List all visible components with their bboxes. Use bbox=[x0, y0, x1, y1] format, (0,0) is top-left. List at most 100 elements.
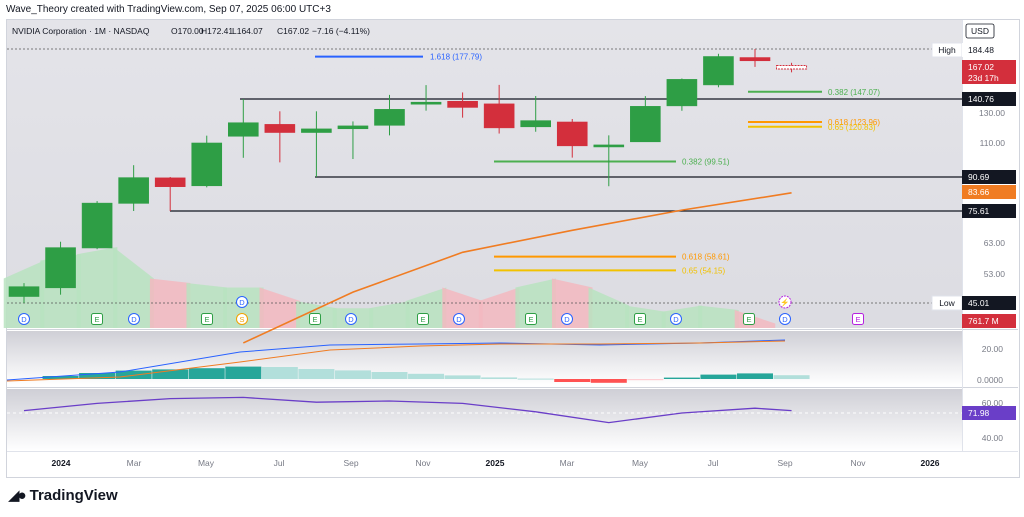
candle-body bbox=[154, 177, 186, 187]
event-marker: D bbox=[236, 296, 248, 308]
earnings-label: E bbox=[855, 315, 860, 324]
tag-box bbox=[962, 185, 1016, 199]
event-marker: D bbox=[453, 313, 465, 325]
ema-series bbox=[242, 192, 792, 344]
candle-body bbox=[593, 144, 625, 148]
legend-open: O170.00 bbox=[171, 26, 204, 36]
macd-histogram-bar bbox=[408, 373, 445, 379]
macd-histogram-bar bbox=[554, 379, 591, 382]
high-tag: High 184.48 bbox=[931, 42, 1016, 58]
candle-body bbox=[520, 120, 552, 128]
rsi-indicator bbox=[7, 396, 962, 424]
dividend-icon bbox=[345, 313, 357, 325]
candles bbox=[8, 49, 808, 303]
candle-body bbox=[666, 79, 698, 107]
dividend-label: D bbox=[239, 298, 245, 307]
tag-caption: Low bbox=[939, 298, 955, 308]
low-tag: Low 45.01 bbox=[931, 295, 1016, 311]
tag-value: 71.98 bbox=[968, 408, 990, 418]
time-tick-label: Nov bbox=[415, 458, 431, 468]
rsi-pane bbox=[7, 389, 962, 451]
volume-segment bbox=[442, 287, 483, 328]
macd-tick-label: 20.00 bbox=[982, 344, 1004, 354]
volume-segment bbox=[259, 287, 301, 328]
dividend-icon bbox=[670, 313, 682, 325]
tag-box bbox=[962, 170, 1016, 184]
time-tick-label: Mar bbox=[560, 458, 575, 468]
event-marker: ⚡ bbox=[778, 295, 792, 309]
volume-tag: 761.7 M bbox=[962, 314, 1016, 328]
event-marker: E bbox=[634, 313, 646, 325]
earnings-icon bbox=[634, 313, 646, 325]
candle-body bbox=[776, 65, 808, 70]
fib-label: 0.382 (99.51) bbox=[682, 157, 730, 166]
event-marker: E bbox=[201, 313, 213, 325]
event-marker: D bbox=[670, 313, 682, 325]
event-marker: E bbox=[417, 313, 429, 325]
candle-body bbox=[410, 101, 442, 105]
volume-segment bbox=[186, 283, 228, 328]
macd-histogram-bar bbox=[79, 373, 116, 379]
macd-histogram-bar bbox=[590, 379, 627, 383]
split-label: S bbox=[239, 315, 244, 324]
tag-caption: High bbox=[938, 45, 956, 55]
event-marker: E bbox=[91, 313, 103, 325]
fib-label: 0.618 (123.96) bbox=[828, 118, 880, 127]
tag-box bbox=[962, 43, 1016, 57]
dividend-icon bbox=[128, 313, 140, 325]
event-marker: D bbox=[128, 313, 140, 325]
time-tick-label: Jul bbox=[708, 458, 719, 468]
earnings-label: E bbox=[420, 315, 425, 324]
candle-body bbox=[45, 247, 76, 289]
rsi-tick-label: 60.00 bbox=[982, 398, 1004, 408]
dividend-label: D bbox=[673, 315, 679, 324]
candle-body bbox=[447, 100, 478, 108]
volume-segment bbox=[113, 247, 154, 328]
macd-signal-line bbox=[6, 340, 786, 382]
macd-histogram-bar bbox=[298, 369, 335, 379]
event-marker: S bbox=[236, 313, 248, 325]
tag-value: 761.7 M bbox=[968, 316, 999, 326]
tag-box bbox=[962, 204, 1016, 218]
event-markers: D E D E S E D E D E D E D E D E D ⚡ bbox=[18, 295, 864, 325]
legend-change: −7.16 (−4.11%) bbox=[312, 26, 370, 36]
earnings-label: E bbox=[528, 315, 533, 324]
price-tick-label: 53.00 bbox=[984, 269, 1006, 279]
fib-label: 0.65 (54.15) bbox=[682, 266, 725, 275]
price-tick-label: 63.00 bbox=[984, 238, 1006, 248]
event-marker: D bbox=[561, 313, 573, 325]
volume-segment bbox=[76, 247, 118, 328]
macd-histogram-bar bbox=[152, 369, 189, 379]
volume-segment bbox=[698, 305, 739, 328]
tag-value: 167.02 bbox=[968, 62, 994, 72]
candle-body bbox=[556, 121, 588, 147]
dividend-label: D bbox=[131, 315, 137, 324]
dividend-icon bbox=[453, 313, 465, 325]
tag-value: 184.48 bbox=[968, 45, 994, 55]
tag-value: 75.61 bbox=[968, 206, 990, 216]
macd-histogram-bar bbox=[773, 375, 810, 379]
candle-body bbox=[118, 177, 149, 204]
earnings-icon bbox=[309, 313, 321, 325]
tradingview-logo[interactable]: ◢● TradingView bbox=[8, 486, 118, 505]
dividend-label: D bbox=[21, 315, 27, 324]
tag-value: 83.66 bbox=[968, 187, 990, 197]
macd-histogram-bar bbox=[700, 374, 737, 379]
dividend-label: D bbox=[348, 315, 354, 324]
brand-name: TradingView bbox=[29, 486, 118, 504]
upcoming-event-icon bbox=[778, 295, 792, 309]
currency-button[interactable] bbox=[965, 23, 995, 39]
dividend-label: D bbox=[456, 315, 462, 324]
price-pane bbox=[7, 20, 962, 328]
earnings-icon bbox=[417, 313, 429, 325]
rsi-series bbox=[23, 396, 792, 424]
macd-histogram-bar bbox=[225, 366, 262, 379]
credit-line: Wave_Theory created with TradingView.com… bbox=[6, 4, 331, 15]
tag-box bbox=[962, 296, 1016, 310]
rsi-tick-label: 40.00 bbox=[982, 433, 1004, 443]
macd-tick-label: 0.0000 bbox=[977, 375, 1003, 385]
dividend-label: D bbox=[782, 315, 788, 324]
event-marker: D bbox=[779, 313, 791, 325]
upcoming-event-glyph: ⚡ bbox=[780, 298, 789, 307]
